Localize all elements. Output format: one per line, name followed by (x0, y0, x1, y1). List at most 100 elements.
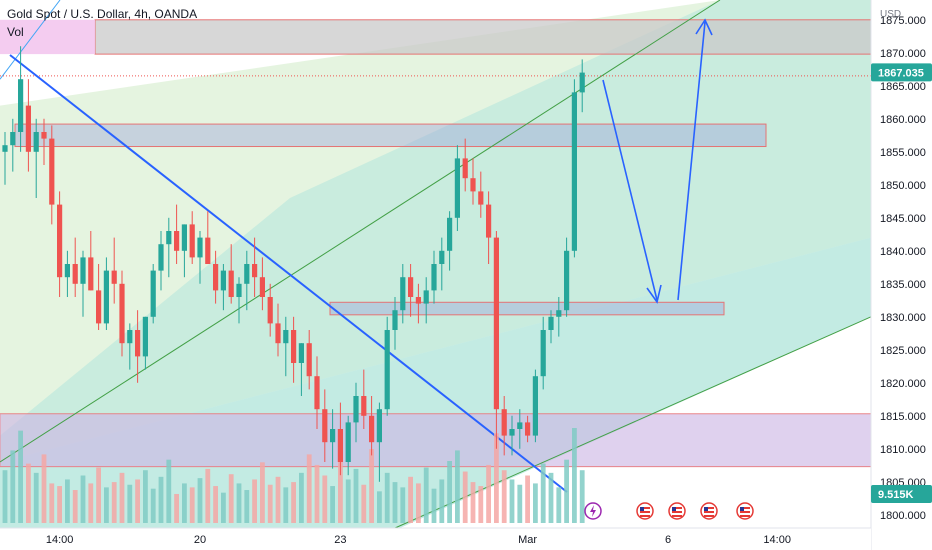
volume-bar-19 (150, 488, 156, 523)
flag-stripe-3-2 (672, 515, 682, 517)
volume-bar-48 (377, 491, 382, 523)
volume-bar-74 (579, 470, 585, 523)
volume-value-label: 9.515K (878, 489, 914, 501)
candle-body-31 (244, 264, 250, 284)
volume-bar-64 (501, 470, 507, 523)
candles (2, 46, 585, 482)
y-tick-label: 1820.000 (880, 378, 926, 390)
candle-body-22 (174, 231, 180, 251)
volume-bar-17 (135, 479, 140, 523)
volume-bar-73 (572, 428, 577, 523)
volume-bar-54 (423, 467, 429, 523)
volume-bar-34 (267, 484, 273, 523)
candle-body-66 (517, 422, 523, 429)
volume-bar-41 (322, 475, 328, 523)
price-axis[interactable] (871, 0, 932, 550)
drawings-layer (602, 18, 713, 304)
candle-body-58 (454, 158, 460, 218)
volume-bar-10 (80, 475, 86, 523)
volume-bar-23 (182, 483, 187, 523)
volume-bar-0 (2, 470, 8, 523)
y-tick-label: 1825.000 (880, 345, 926, 357)
y-tick-label: 1810.000 (880, 444, 926, 456)
y-tick-label: 1800.000 (880, 510, 926, 522)
volume-bar-44 (345, 479, 351, 523)
candle-body-61 (478, 191, 484, 205)
candle-body-29 (228, 270, 234, 297)
candle-body-24 (189, 224, 195, 258)
volume-bar-53 (416, 483, 421, 523)
volume-bar-47 (369, 449, 374, 523)
candle-body-69 (540, 330, 546, 377)
flag-stripe-2-4 (740, 511, 750, 513)
candle-body-52 (408, 277, 414, 297)
volume-bar-69 (540, 463, 546, 523)
zone-pink-bottom (0, 413, 871, 467)
volume-bar-4 (33, 472, 39, 523)
lightning-icon (590, 505, 596, 517)
volume-bar-66 (517, 484, 523, 523)
x-tick-label: 6 (665, 534, 671, 546)
candle-body-39 (306, 343, 312, 377)
candle-body-33 (259, 277, 265, 297)
volume-bar-5 (41, 454, 47, 523)
volume-bar-7 (57, 486, 62, 523)
candle-body-12 (96, 290, 102, 324)
volume-bar-1 (10, 450, 16, 523)
zone-2 (329, 301, 725, 316)
candle-body-44 (345, 422, 351, 462)
candle-body-55 (431, 264, 437, 291)
volume-bar-30 (236, 483, 242, 523)
candle-body-57 (447, 217, 453, 251)
candle-body-43 (337, 429, 343, 462)
x-tick-label: 14:00 (763, 534, 791, 546)
flag-stripe-3-1 (640, 515, 650, 517)
volume-bar-3 (26, 463, 31, 523)
x-tick-label: 23 (334, 534, 346, 546)
axis-badges: 1867.035 9.515K (871, 63, 932, 503)
y-tick-label: 1860.000 (880, 114, 926, 126)
time-axis[interactable] (0, 528, 871, 550)
candle-body-11 (88, 257, 94, 291)
volume-bar-20 (158, 476, 164, 523)
volume-bar-56 (439, 479, 445, 523)
candle-body-74 (579, 72, 585, 93)
volume-bar-43 (338, 457, 343, 523)
volume-bar-15 (119, 472, 125, 523)
volume-bar-13 (104, 487, 109, 523)
y-tick-label: 1840.000 (880, 246, 926, 258)
candle-body-46 (361, 396, 367, 416)
volume-bar-27 (213, 486, 218, 523)
candle-body-60 (470, 178, 476, 192)
volume-indicator-label: Vol (7, 25, 24, 39)
candle-body-45 (353, 396, 359, 423)
candle-body-73 (571, 92, 577, 251)
volume-bar-67 (525, 475, 530, 523)
volume-bar-52 (408, 476, 413, 523)
volume-bar-37 (291, 482, 296, 523)
candle-body-13 (103, 270, 109, 324)
candle-body-30 (236, 283, 242, 297)
candle-body-67 (525, 422, 531, 436)
candle-body-47 (369, 415, 375, 443)
last-price-badge (871, 63, 932, 82)
volume-bar-70 (548, 472, 554, 523)
volume-bar-11 (88, 483, 94, 523)
candle-body-23 (181, 224, 187, 251)
candle-body-36 (283, 330, 289, 344)
volume-bar-33 (260, 462, 265, 523)
flag-stripe-1-2 (672, 507, 682, 509)
candle-body-4 (33, 132, 39, 152)
candle-body-51 (400, 277, 406, 311)
candle-body-34 (267, 297, 273, 324)
candle-body-64 (501, 409, 507, 436)
projection-up-arrow (677, 21, 706, 301)
y-tick-label: 1835.000 (880, 279, 926, 291)
volume-bar-28 (221, 492, 226, 523)
candle-body-16 (127, 330, 133, 344)
candle-body-21 (166, 231, 172, 245)
volume-bar-45 (353, 468, 359, 523)
flag-canton-3 (704, 507, 708, 511)
flag-stripe-1-3 (704, 507, 714, 509)
